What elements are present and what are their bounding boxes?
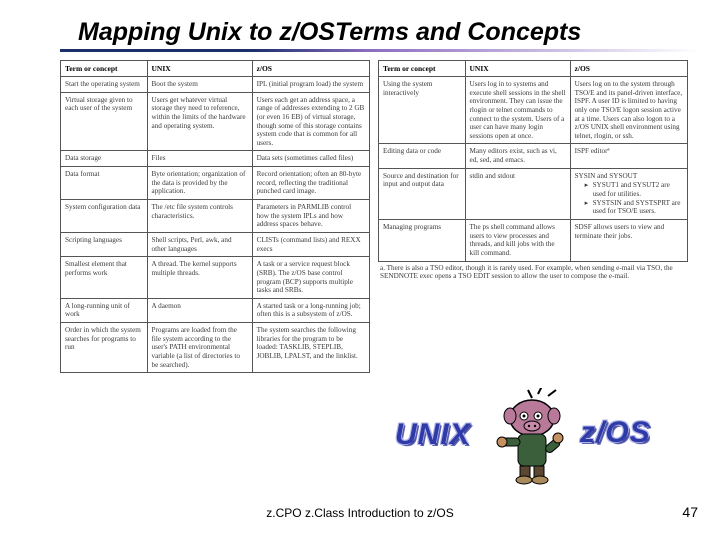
table-cell: A task or a service request block (SRB).… — [252, 257, 369, 299]
slide-footer: z.CPO z.Class Introduction to z/OS — [0, 506, 720, 520]
tables-container: Term or concept UNIX z/OS Start the oper… — [60, 60, 700, 373]
mapping-table-right: Term or concept UNIX z/OS Using the syst… — [378, 60, 688, 262]
col-zos: z/OS — [252, 61, 369, 77]
table-cell: Files — [147, 151, 252, 167]
cartoon-character-icon — [488, 388, 568, 488]
table-cell: A started task or a long-running job; of… — [252, 298, 369, 322]
table-cell: Users log on to the system through TSO/E… — [570, 77, 687, 144]
list-item: SYSTSIN and SYSTSPRT are used for TSO/E … — [585, 199, 683, 216]
table-cell: Source and destination for input and out… — [379, 168, 466, 219]
table-cell: Smallest element that performs work — [61, 257, 148, 299]
list-item: SYSUT1 and SYSUT2 are used for utilities… — [585, 181, 683, 198]
col-zos: z/OS — [570, 61, 687, 77]
table-cell: A thread. The kernel supports multiple t… — [147, 257, 252, 299]
table-cell: A long-running unit of work — [61, 298, 148, 322]
right-column: Term or concept UNIX z/OS Using the syst… — [378, 60, 690, 281]
table-cell: SYSIN and SYSOUTSYSUT1 and SYSUT2 are us… — [570, 168, 687, 219]
table-cell: stdin and stdout — [465, 168, 570, 219]
table-row: Scripting languagesShell scripts, Perl, … — [61, 232, 370, 256]
table-cell: Editing data or code — [379, 144, 466, 168]
table-cell: System configuration data — [61, 200, 148, 233]
table-cell: Boot the system — [147, 77, 252, 93]
table-cell: Order in which the system searches for p… — [61, 323, 148, 373]
table-row: Source and destination for input and out… — [379, 168, 688, 219]
table-cell: Data format — [61, 167, 148, 200]
table-cell: Byte orientation; organization of the da… — [147, 167, 252, 200]
zos-label: z/OS — [580, 416, 651, 450]
table-row: Order in which the system searches for p… — [61, 323, 370, 373]
table-row: A long-running unit of workA daemonA sta… — [61, 298, 370, 322]
table-row: Managing programsThe ps shell command al… — [379, 219, 688, 261]
table-row: Start the operating systemBoot the syste… — [61, 77, 370, 93]
table-cell: Users log in to systems and execute shel… — [465, 77, 570, 144]
col-term: Term or concept — [61, 61, 148, 77]
table-cell: Users get whatever virtual storage they … — [147, 92, 252, 151]
table-cell: Data storage — [61, 151, 148, 167]
table-row: Data storageFilesData sets (sometimes ca… — [61, 151, 370, 167]
title-underline — [60, 49, 700, 52]
table-cell: Users each get an address space, a range… — [252, 92, 369, 151]
table-cell: Using the system interactively — [379, 77, 466, 144]
table-cell: Data sets (sometimes called files) — [252, 151, 369, 167]
table-cell: Managing programs — [379, 219, 466, 261]
page-title: Mapping Unix to z/OSTerms and Concepts — [60, 18, 700, 49]
table-row: Smallest element that performs workA thr… — [61, 257, 370, 299]
table-cell: SDSF allows users to view and terminate … — [570, 219, 687, 261]
table-cell: Virtual storage given to each user of th… — [61, 92, 148, 151]
table-cell: Programs are loaded from the file system… — [147, 323, 252, 373]
table-cell: Many editors exist, such as vi, ed, sed,… — [465, 144, 570, 168]
table-cell: IPL (initial program load) the system — [252, 77, 369, 93]
col-unix: UNIX — [465, 61, 570, 77]
table-cell: Scripting languages — [61, 232, 148, 256]
table-row: System configuration dataThe /etc file s… — [61, 200, 370, 233]
table-cell: Record orientation; often an 80-byte rec… — [252, 167, 369, 200]
unix-label: UNIX — [395, 418, 471, 452]
table-cell: Start the operating system — [61, 77, 148, 93]
table-cell: The system searches the following librar… — [252, 323, 369, 373]
table-cell: A daemon — [147, 298, 252, 322]
table-cell: The /etc file system controls characteri… — [147, 200, 252, 233]
table-row: Using the system interactivelyUsers log … — [379, 77, 688, 144]
col-unix: UNIX — [147, 61, 252, 77]
page-number: 47 — [682, 504, 698, 520]
table-row: Editing data or codeMany editors exist, … — [379, 144, 688, 168]
table-cell: Parameters in PARMLIB control how the sy… — [252, 200, 369, 233]
table-row: Virtual storage given to each user of th… — [61, 92, 370, 151]
table-cell: ISPF editorª — [570, 144, 687, 168]
table-cell: The ps shell command allows users to vie… — [465, 219, 570, 261]
col-term: Term or concept — [379, 61, 466, 77]
table-row: Data formatByte orientation; organizatio… — [61, 167, 370, 200]
table-cell: Shell scripts, Perl, awk, and other lang… — [147, 232, 252, 256]
table-cell: CLISTs (command lists) and REXX execs — [252, 232, 369, 256]
table-footnote: a. There is also a TSO editor, though it… — [378, 264, 690, 281]
mapping-table-left: Term or concept UNIX z/OS Start the oper… — [60, 60, 370, 373]
